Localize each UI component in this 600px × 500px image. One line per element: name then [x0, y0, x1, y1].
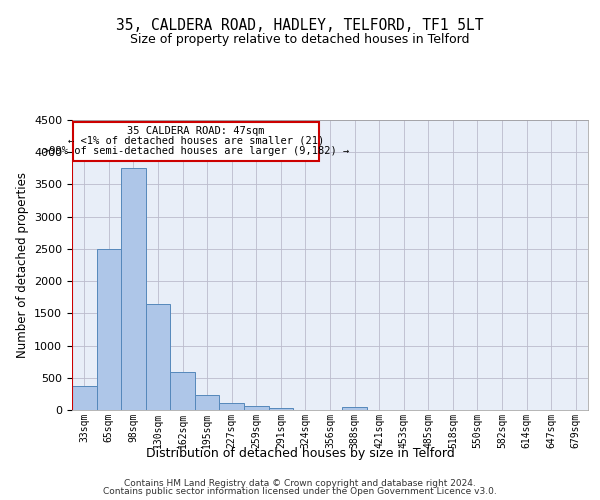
Text: 35, CALDERA ROAD, HADLEY, TELFORD, TF1 5LT: 35, CALDERA ROAD, HADLEY, TELFORD, TF1 5… — [116, 18, 484, 32]
Bar — [97, 249, 121, 410]
Text: 35 CALDERA ROAD: 47sqm: 35 CALDERA ROAD: 47sqm — [127, 126, 265, 136]
Text: Distribution of detached houses by size in Telford: Distribution of detached houses by size … — [146, 448, 454, 460]
Bar — [146, 304, 170, 410]
Bar — [72, 386, 97, 410]
Text: Size of property relative to detached houses in Telford: Size of property relative to detached ho… — [130, 32, 470, 46]
Y-axis label: Number of detached properties: Number of detached properties — [16, 172, 29, 358]
Bar — [342, 407, 367, 410]
Text: Contains public sector information licensed under the Open Government Licence v3: Contains public sector information licen… — [103, 487, 497, 496]
FancyBboxPatch shape — [73, 122, 319, 160]
Bar — [170, 372, 195, 410]
Bar — [244, 406, 269, 410]
Bar — [269, 408, 293, 410]
Text: Contains HM Land Registry data © Crown copyright and database right 2024.: Contains HM Land Registry data © Crown c… — [124, 478, 476, 488]
Bar — [195, 395, 220, 410]
Bar — [220, 403, 244, 410]
Bar — [121, 168, 146, 410]
Text: ← <1% of detached houses are smaller (21): ← <1% of detached houses are smaller (21… — [68, 136, 324, 145]
Text: >99% of semi-detached houses are larger (9,182) →: >99% of semi-detached houses are larger … — [43, 146, 349, 156]
